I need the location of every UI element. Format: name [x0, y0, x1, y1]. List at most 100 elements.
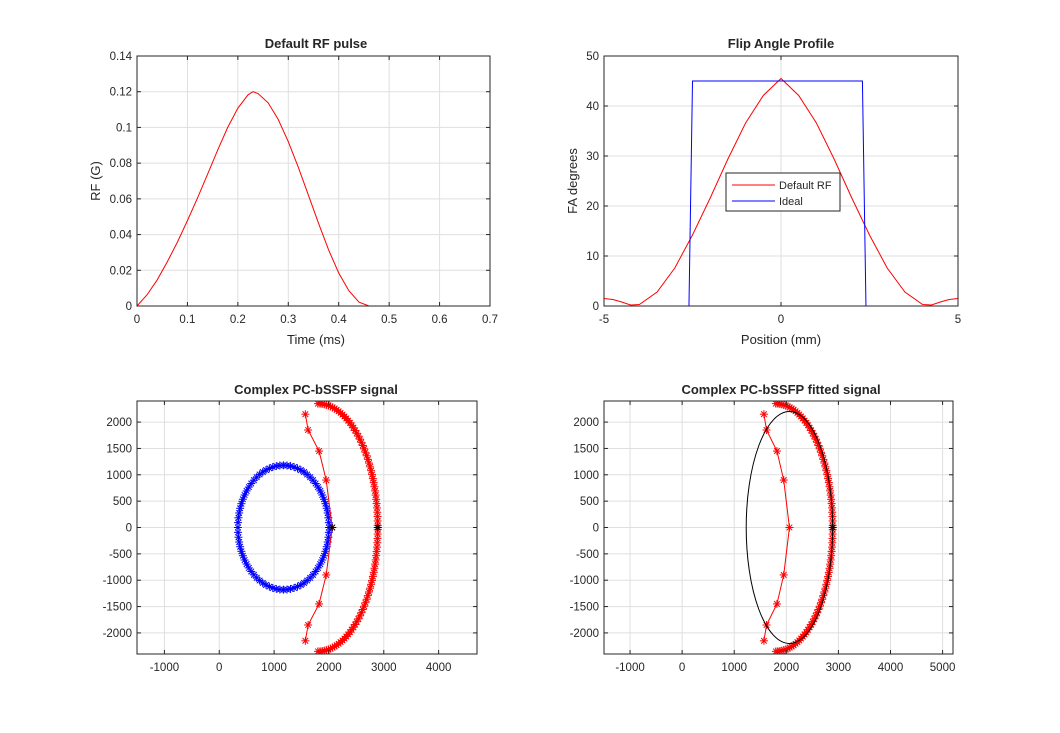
plot-area — [233, 401, 382, 654]
ylabel-rf: RF (G) — [88, 161, 103, 201]
ytick-label: -2000 — [103, 628, 132, 640]
ytick-label: 0.06 — [110, 194, 132, 206]
ytick-label: -500 — [576, 549, 599, 561]
title-flip-angle-profile: Flip Angle Profile — [728, 36, 834, 51]
marker-point — [371, 491, 380, 500]
ytick-label: 1000 — [573, 470, 599, 482]
plot-area — [745, 401, 837, 654]
marker-point — [314, 483, 323, 492]
marker-point — [363, 455, 372, 464]
ylabel-fa-degrees: FA degrees — [565, 148, 580, 214]
marker-point — [371, 555, 380, 564]
marker-point — [313, 401, 322, 408]
marker-point — [328, 523, 337, 532]
xtick-label: 0.2 — [230, 314, 246, 326]
panel-complex-pc-bssfp-fitted-signal: Complex PC-bSSFP fitted signal -1000 0 100… — [570, 382, 956, 674]
xtick-label: 5000 — [930, 662, 956, 674]
ytick-label: 0.14 — [110, 51, 133, 63]
ticks: 0 0.1 0.2 0.3 0.4 0.5 0.6 0.7 0 0.02 0.04 0.06 0.08 0… — [110, 51, 498, 326]
xtick-label: 0 — [778, 314, 784, 326]
xtick-label: 4000 — [426, 662, 452, 674]
ytick-label: 1000 — [106, 470, 132, 482]
marker-point — [324, 528, 333, 537]
ytick-label: 1500 — [106, 443, 132, 455]
marker-point — [301, 410, 310, 419]
black-points-markers — [828, 523, 837, 532]
marker-point — [234, 518, 243, 527]
ytick-label: 0 — [593, 523, 599, 535]
xtick-label: 0.4 — [331, 314, 348, 326]
ytick-label: 0 — [126, 301, 132, 313]
xtick-label: -1000 — [150, 662, 179, 674]
ytick-label: 10 — [586, 251, 599, 263]
series-line-rf — [137, 91, 485, 306]
ytick-label: 1500 — [573, 443, 599, 455]
ytick-label: 2000 — [573, 417, 599, 429]
plot-area — [137, 91, 485, 306]
ytick-label: -1500 — [570, 602, 599, 614]
xtick-label: 3000 — [826, 662, 852, 674]
ticks: -1000 0 1000 2000 3000 4000 -2000 -1500 -1000 -50… — [103, 401, 477, 674]
ytick-label: 40 — [586, 101, 599, 113]
legend: Default RF Ideal — [725, 172, 841, 212]
ticks: -1000 0 1000 2000 3000 4000 5000-2000-1500-100… — [570, 401, 956, 674]
series-line-default-rf — [604, 77, 958, 306]
legend-box — [725, 172, 841, 212]
legend-label-default-rf: Default RF — [779, 180, 832, 192]
marker-point — [315, 447, 324, 456]
marker-point — [371, 486, 380, 495]
ytick-label: 0.1 — [116, 122, 132, 134]
marker-point — [759, 410, 768, 419]
title-complex-pc-bssfp-signal: Complex PC-bSSFP signal — [234, 382, 398, 397]
xtick-label: -5 — [599, 314, 609, 326]
ytick-label: -500 — [109, 549, 132, 561]
xtick-label: 5 — [955, 314, 961, 326]
marker-point — [315, 599, 324, 608]
xtick-label: 0.3 — [280, 314, 296, 326]
marker-point — [311, 567, 320, 576]
blue-circle-markers — [233, 461, 333, 594]
marker-point — [262, 580, 271, 589]
ytick-label: 0.12 — [110, 87, 132, 99]
gridlines — [604, 401, 953, 654]
marker-point — [322, 476, 331, 485]
xtick-label: 4000 — [878, 662, 904, 674]
ytick-label: -1000 — [103, 575, 132, 587]
marker-point — [304, 425, 313, 434]
xtick-label: 0 — [134, 314, 140, 326]
marker-point — [779, 570, 788, 579]
ytick-label: 30 — [586, 151, 599, 163]
xlabel-time: Time (ms) — [287, 332, 345, 347]
red-outer-arc-markers — [313, 401, 382, 654]
xtick-label: 0 — [216, 662, 222, 674]
title-complex-pc-bssfp-fitted-signal: Complex PC-bSSFP fitted signal — [681, 382, 880, 397]
marker-point — [373, 523, 382, 532]
axes-frame — [136, 55, 491, 307]
xtick-label: 2000 — [316, 662, 342, 674]
title-default-rf-pulse: Default RF pulse — [265, 36, 368, 51]
xtick-label: 1000 — [261, 662, 287, 674]
marker-point — [370, 564, 379, 573]
ytick-label: -1000 — [570, 575, 599, 587]
marker-point — [772, 599, 781, 608]
marker-point — [244, 483, 253, 492]
ytick-label: 0.02 — [110, 265, 132, 277]
xtick-label: 1000 — [721, 662, 747, 674]
ytick-label: 0.08 — [110, 158, 132, 170]
panel-complex-pc-bssfp-signal: Complex PC-bSSFP signal -1000 0 1000 2000 30… — [103, 382, 478, 674]
black-points-markers — [328, 523, 382, 532]
marker-point — [808, 617, 817, 626]
marker-point — [805, 423, 814, 432]
marker-point — [236, 542, 245, 551]
marker-point — [759, 636, 768, 645]
xtick-label: 2000 — [774, 662, 800, 674]
xtick-label: -1000 — [615, 662, 644, 674]
xtick-label: 0 — [679, 662, 685, 674]
marker-point — [303, 470, 312, 479]
panel-default-rf-pulse: Default RF pulse Time (ms) RF (G) 0 0.1 0.… — [88, 36, 498, 347]
marker-point — [785, 523, 794, 532]
xtick-label: 0.5 — [381, 314, 397, 326]
ytick-label: 2000 — [106, 417, 132, 429]
